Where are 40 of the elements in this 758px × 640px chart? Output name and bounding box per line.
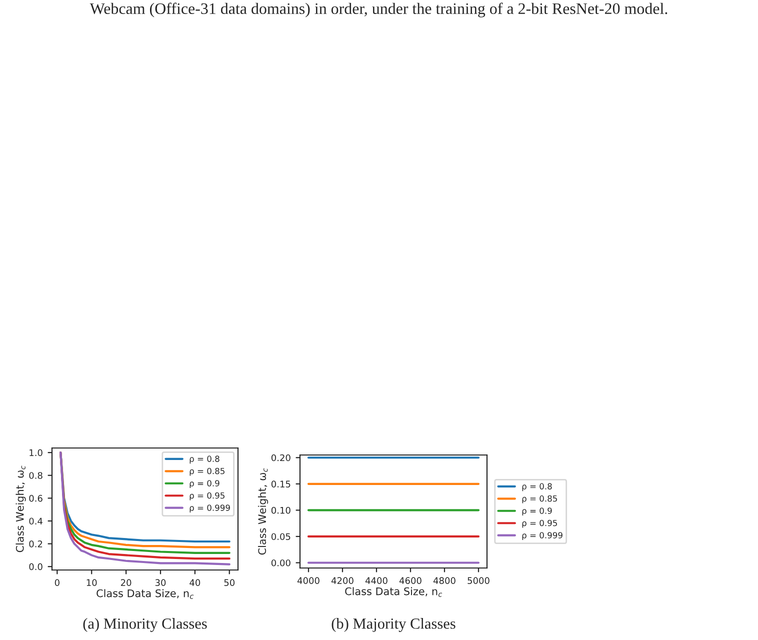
x-tick-label: 50	[224, 579, 235, 586]
text: (a) Minority Classes	[83, 618, 207, 632]
y-tick-label: 0.2	[29, 540, 42, 548]
x-tick-label: 4000	[297, 577, 320, 584]
legend-label: ρ = 0.85	[190, 468, 224, 476]
y-tick-label: 0.00	[271, 559, 290, 566]
text: (b) Majority Classes	[332, 618, 456, 632]
y-tick-label: 0.05	[271, 533, 290, 540]
y-axis-title: Class Weight, ω$_{c}$	[258, 468, 268, 555]
x-tick-label: 4200	[331, 577, 354, 584]
legend-label: ρ = 0.85	[522, 495, 557, 504]
y-tick-label: 0.0	[29, 563, 42, 570]
legend-label: ρ = 0.8	[190, 456, 220, 464]
y-tick-label: 0.10	[271, 506, 290, 514]
legend-label: ρ = 0.999	[522, 532, 562, 540]
y-tick-label: 0.20	[271, 454, 290, 462]
y-tick-label: 0.8	[29, 472, 42, 479]
legend-label: ρ = 0.95	[190, 492, 224, 500]
x-tick-label: 4400	[365, 577, 388, 584]
y-axis-title: Class Weight, ω$_{c}$	[16, 466, 26, 552]
legend-label: ρ = 0.9	[190, 480, 220, 488]
y-tick-label: 0.4	[29, 518, 42, 525]
y-tick-label: 0.6	[29, 494, 42, 502]
x-tick-label: 0	[54, 579, 60, 586]
x-axis-title: Class Data Size, n$_{c}$	[96, 589, 194, 599]
x-axis-title: Class Data Size, n$_{c}$	[345, 587, 442, 597]
legend-label: ρ = 0.8	[522, 483, 552, 492]
x-tick-label: 5000	[468, 577, 490, 584]
legend-label: ρ = 0.95	[522, 520, 557, 528]
x-tick-label: 10	[86, 579, 97, 586]
x-tick-label: 4800	[433, 577, 456, 584]
y-tick-label: 0.15	[271, 480, 290, 488]
text: Webcam (Office-31 data domains) in order, under the training of a 2-bit ResNet-20 model.	[90, 2, 668, 18]
y-tick-label: 1.0	[30, 449, 42, 456]
legend-label: ρ = 0.999	[190, 504, 230, 512]
x-tick-label: 40	[190, 579, 200, 586]
x-tick-label: 20	[120, 579, 132, 586]
x-tick-label: 30	[155, 579, 166, 586]
legend-label: ρ = 0.9	[522, 508, 552, 516]
x-tick-label: 4600	[399, 577, 422, 584]
